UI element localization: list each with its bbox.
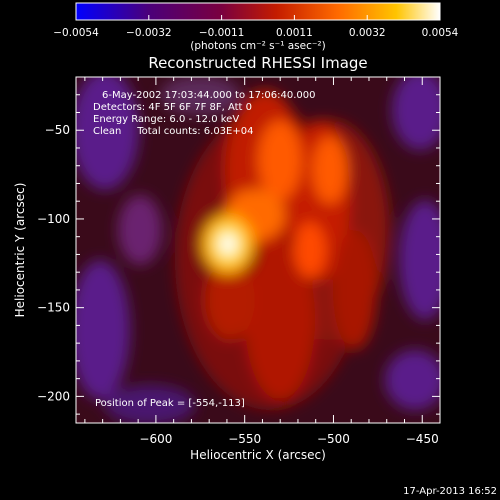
- colorbar-units: (photons cm⁻² s⁻¹ asec⁻²): [190, 40, 325, 52]
- info-line-energy: Energy Range: 6.0 - 12.0 keV: [93, 114, 239, 125]
- colorbar-tick-label: 0.0054: [422, 27, 459, 39]
- x-tick-label: −450: [406, 432, 439, 446]
- info-line-detectors: Detectors: 4F 5F 6F 7F 8F, Att 0: [93, 102, 252, 113]
- y-tick-label: −200: [37, 389, 70, 403]
- x-tick-label: −600: [139, 432, 172, 446]
- heatmap-image: [76, 77, 440, 423]
- colorbar-ticks: −0.0054 −0.0032 −0.0011 0.0011 0.0032 0.0054: [53, 15, 459, 39]
- x-axis-label: Heliocentric X (arcsec): [190, 448, 326, 462]
- colorbar: [75, 2, 441, 21]
- colorbar-tick-label: 0.0011: [276, 27, 313, 39]
- x-tick-label: −550: [228, 432, 261, 446]
- colorbar-tick-label: −0.0054: [53, 27, 99, 39]
- info-line-time: 6-May-2002 17:03:44.000 to 17:06:40.000: [102, 90, 315, 101]
- y-tick-label: −50: [45, 123, 70, 137]
- y-axis-label: Heliocentric Y (arcsec): [13, 183, 27, 318]
- colorbar-tick-label: −0.0032: [126, 27, 172, 39]
- x-tick-label: −500: [317, 432, 350, 446]
- colorbar-tick-label: −0.0011: [199, 27, 245, 39]
- colorbar-tick-label: 0.0032: [349, 27, 386, 39]
- peak-position-label: Position of Peak = [-554,-113]: [95, 398, 245, 409]
- timestamp: 17-Apr-2013 16:52: [403, 486, 497, 497]
- y-tick-label: −150: [37, 301, 70, 315]
- axis-ticks: −600 −550 −500 −450 −50 −100 −150 −200: [37, 76, 441, 446]
- chart-title: Reconstructed RHESSI Image: [148, 54, 367, 72]
- y-tick-label: −100: [37, 212, 70, 226]
- plot-frame: [75, 76, 441, 424]
- info-line-clean: Clean Total counts: 6.03E+04: [93, 126, 253, 137]
